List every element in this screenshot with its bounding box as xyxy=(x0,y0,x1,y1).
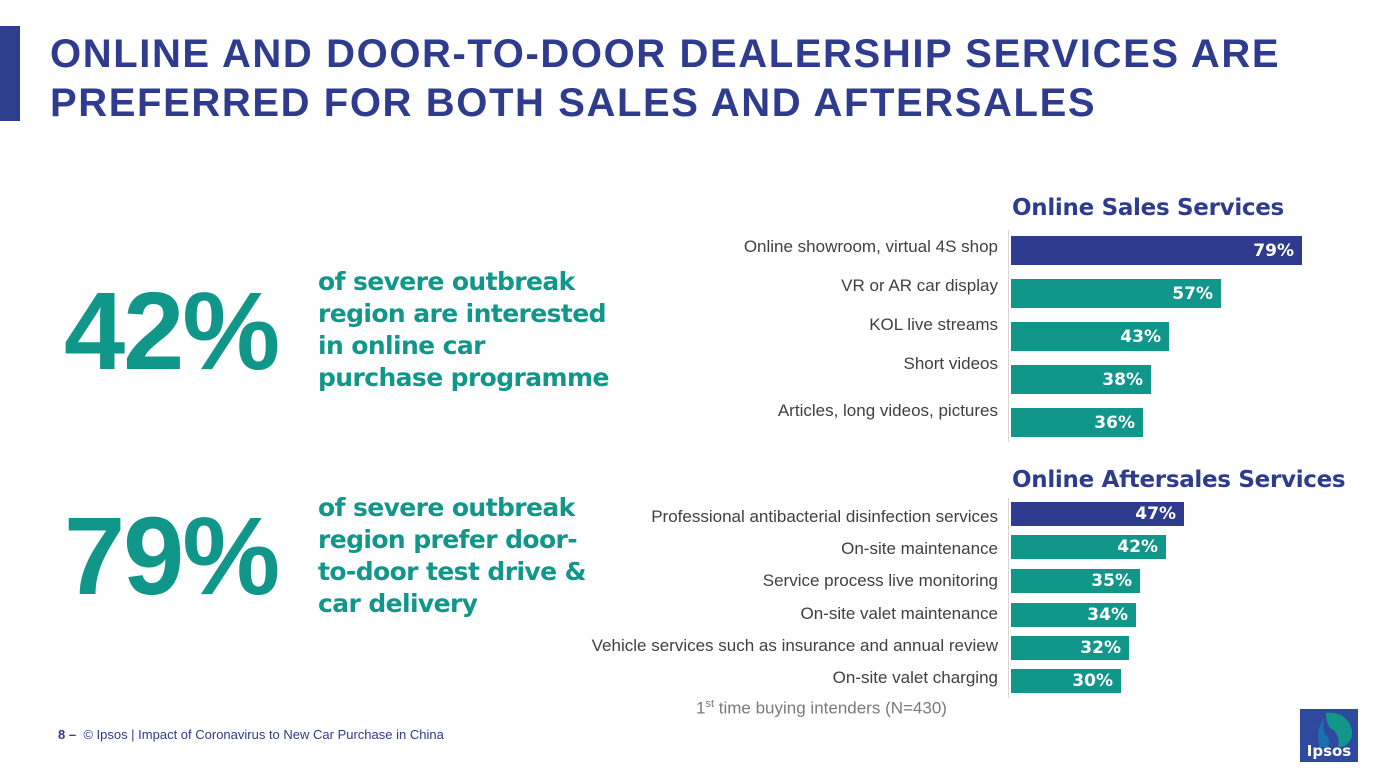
stat-79-description: of severe outbreak region prefer door- t… xyxy=(318,492,586,620)
bar: 35% xyxy=(1011,569,1140,593)
footer-text: © Ipsos | Impact of Coronavirus to New C… xyxy=(83,727,444,742)
bar-value-label: 43% xyxy=(1120,326,1161,347)
sales-chart-title: Online Sales Services xyxy=(1012,195,1284,221)
stat-79-line: region prefer door- xyxy=(318,525,578,554)
aftersales-chart-axis xyxy=(1008,498,1009,698)
base-note-suffix: st xyxy=(705,698,715,710)
bar-value-label: 30% xyxy=(1072,671,1113,691)
bar-value-label: 47% xyxy=(1135,504,1176,524)
bar-value-label: 42% xyxy=(1117,537,1158,557)
stat-42-line: region are interested xyxy=(318,299,607,328)
bar-category-label: Short videos xyxy=(903,354,999,373)
sample-base-note: 1st time buying intenders (N=430) xyxy=(696,698,947,719)
stat-42-line: purchase programme xyxy=(318,363,609,392)
page-title: ONLINE AND DOOR-TO-DOOR DEALERSHIP SERVI… xyxy=(50,30,1360,128)
title-accent-bar xyxy=(0,26,20,121)
bar-category-label: VR or AR car display xyxy=(841,276,998,295)
bar-category-label: Service process live monitoring xyxy=(762,571,998,590)
stat-42-line: of severe outbreak xyxy=(318,267,575,296)
stat-79-line: car delivery xyxy=(318,589,478,618)
bar-category-label: On-site valet charging xyxy=(832,668,998,687)
bar: 30% xyxy=(1011,669,1121,693)
bar-value-label: 57% xyxy=(1172,283,1213,304)
bar: 38% xyxy=(1011,365,1151,394)
bar-category-label: Online showroom, virtual 4S shop xyxy=(743,237,998,256)
bar: 32% xyxy=(1011,636,1129,660)
stat-79-line: of severe outbreak xyxy=(318,493,575,522)
bar: 79% xyxy=(1011,236,1302,265)
stat-79-line: to-door test drive & xyxy=(318,557,586,586)
ipsos-logo: Ipsos xyxy=(1300,709,1358,762)
bar: 57% xyxy=(1011,279,1221,308)
bar: 42% xyxy=(1011,535,1166,559)
bar: 43% xyxy=(1011,322,1169,351)
stat-79-value: 79% xyxy=(64,495,280,618)
bar-category-label: KOL live streams xyxy=(869,315,998,334)
base-note-ordinal: 1 xyxy=(696,698,706,718)
bar-category-label: On-site maintenance xyxy=(841,539,998,558)
footer: 8 – © Ipsos | Impact of Coronavirus to N… xyxy=(58,727,444,742)
bar-value-label: 36% xyxy=(1094,412,1135,433)
bar-value-label: 35% xyxy=(1091,571,1132,591)
logo-text: Ipsos xyxy=(1307,742,1352,760)
bar-value-label: 79% xyxy=(1253,240,1294,261)
title-line-1: ONLINE AND DOOR-TO-DOOR DEALERSHIP SERVI… xyxy=(50,32,1281,76)
bar: 34% xyxy=(1011,603,1136,627)
aftersales-chart-title: Online Aftersales Services xyxy=(1012,467,1346,493)
page-number: 8 – xyxy=(58,727,77,742)
bar-category-label: Vehicle services such as insurance and a… xyxy=(591,636,998,655)
sales-chart-axis xyxy=(1008,230,1009,442)
base-note-text: time buying intenders (N=430) xyxy=(714,698,947,718)
bar-value-label: 32% xyxy=(1080,638,1121,658)
bar: 47% xyxy=(1011,502,1184,526)
stat-42-line: in online car xyxy=(318,331,485,360)
bar-category-label: On-site valet maintenance xyxy=(800,604,999,623)
stat-42-description: of severe outbreak region are interested… xyxy=(318,266,609,394)
bar-category-label: Professional antibacterial disinfection … xyxy=(651,507,998,526)
bar-value-label: 38% xyxy=(1102,369,1143,390)
bar: 36% xyxy=(1011,408,1143,437)
title-line-2: PREFERRED FOR BOTH SALES AND AFTERSALES xyxy=(50,81,1097,125)
bar-category-label: Articles, long videos, pictures xyxy=(777,401,998,420)
stat-42-value: 42% xyxy=(64,270,280,393)
bar-value-label: 34% xyxy=(1087,605,1128,625)
